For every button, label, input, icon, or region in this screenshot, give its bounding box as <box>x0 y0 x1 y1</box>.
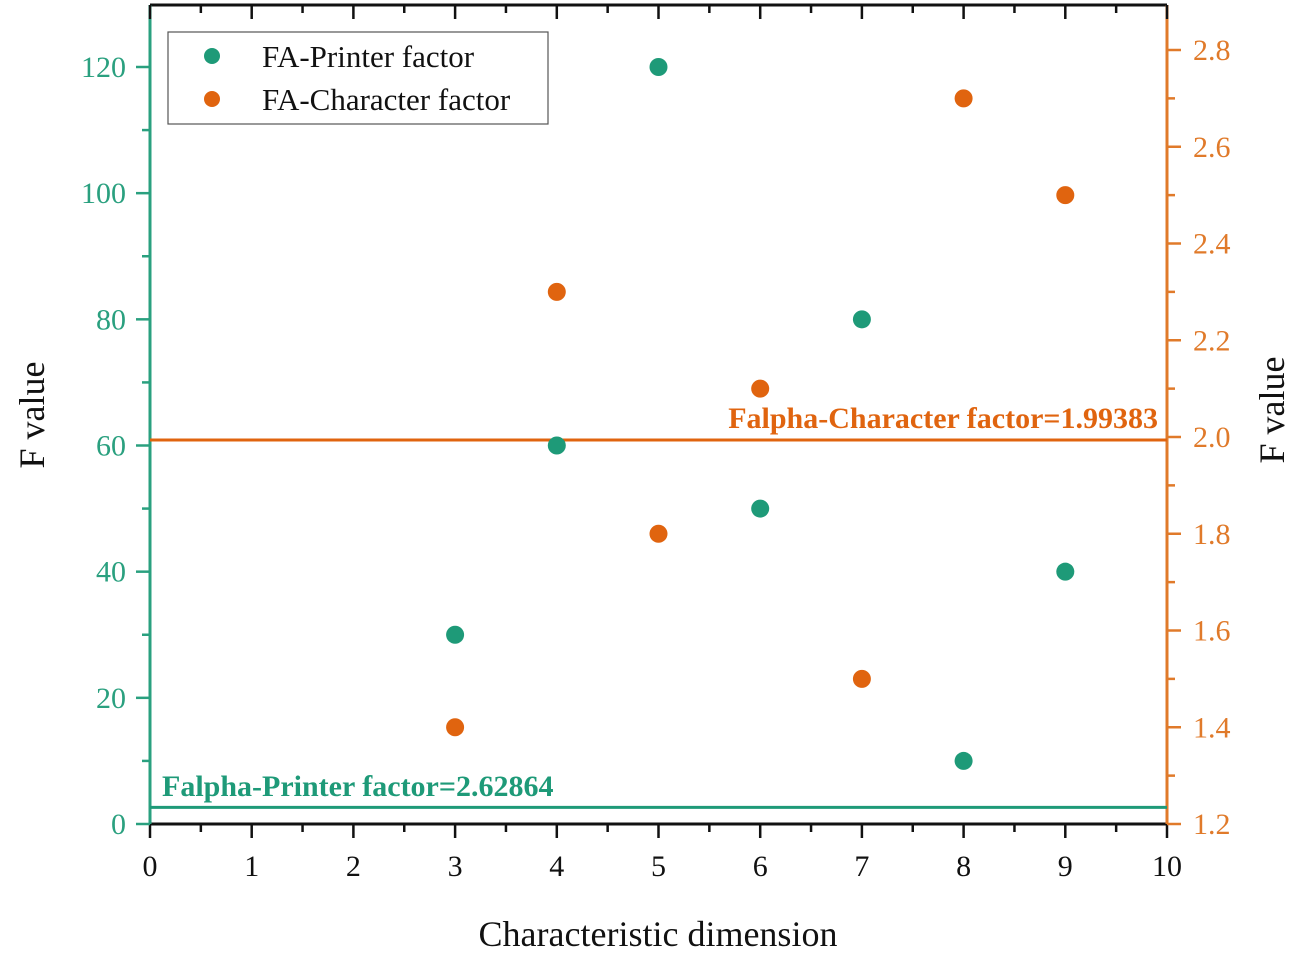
data-point <box>954 89 973 108</box>
x-axis-title: Characteristic dimension <box>479 914 838 954</box>
character-threshold-label: Falpha-Character factor=1.99383 <box>728 402 1158 435</box>
y-left-tick-label: 80 <box>96 303 126 336</box>
y-right-tick-label: 2.6 <box>1193 131 1231 164</box>
x-tick-label: 3 <box>448 850 463 883</box>
y-axis-right-title: F value <box>1252 357 1292 464</box>
legend-marker-character-icon <box>204 91 220 107</box>
legend-label-printer: FA-Printer factor <box>262 39 475 74</box>
y-left-tick-label: 40 <box>96 556 126 589</box>
y-right-tick-label: 2.0 <box>1193 421 1231 454</box>
x-tick-label: 2 <box>346 850 361 883</box>
x-tick-label: 7 <box>854 850 869 883</box>
y-left-tick-label: 60 <box>96 430 126 463</box>
x-tick-label: 5 <box>651 850 666 883</box>
x-tick-label: 8 <box>956 850 971 883</box>
data-point <box>649 524 668 543</box>
x-tick-label: 4 <box>549 850 564 883</box>
y-left-tick-label: 20 <box>96 682 126 715</box>
y-right-tick-label: 2.8 <box>1193 34 1231 67</box>
y-right-tick-label: 1.8 <box>1193 518 1231 551</box>
data-point <box>852 669 871 688</box>
reference-lines <box>150 438 1167 809</box>
y-axis-left-title: F value <box>12 362 52 469</box>
legend-box <box>167 31 549 125</box>
y-right-tick-label: 2.4 <box>1193 228 1231 261</box>
data-point <box>852 310 871 329</box>
y-right-tick-label: 1.2 <box>1193 808 1231 841</box>
y-left-tick-label: 0 <box>111 808 126 841</box>
legend-label-character: FA-Character factor <box>262 82 511 117</box>
printer-threshold-label: Falpha-Printer factor=2.62864 <box>162 770 553 803</box>
y-left-tick-label: 120 <box>81 51 126 84</box>
x-tick-label: 9 <box>1058 850 1073 883</box>
x-tick-label: 10 <box>1152 850 1182 883</box>
y-right-tick-label: 1.4 <box>1193 711 1231 744</box>
data-point <box>547 282 566 301</box>
data-point <box>954 751 973 770</box>
data-point <box>547 436 566 455</box>
y-right-tick-label: 1.6 <box>1193 615 1231 648</box>
data-point <box>446 718 465 737</box>
data-point <box>1056 562 1075 581</box>
legend: FA-Printer factor FA-Character factor <box>167 31 549 125</box>
y-right-tick-label: 2.2 <box>1193 324 1231 357</box>
data-point <box>446 625 465 644</box>
data-point <box>751 499 770 518</box>
data-points <box>446 58 1075 770</box>
axis-ticks: 0 1 2 3 4 5 6 7 8 9 100204060801001201.21.41.61.82… <box>81 5 1231 883</box>
y-left-tick-label: 100 <box>81 177 126 210</box>
x-tick-label: 0 <box>143 850 158 883</box>
data-point <box>649 58 668 76</box>
x-tick-label: 6 <box>753 850 768 883</box>
legend-marker-printer-icon <box>204 48 220 64</box>
data-point <box>1056 186 1075 205</box>
x-tick-label: 1 <box>244 850 259 883</box>
data-point <box>751 379 770 398</box>
